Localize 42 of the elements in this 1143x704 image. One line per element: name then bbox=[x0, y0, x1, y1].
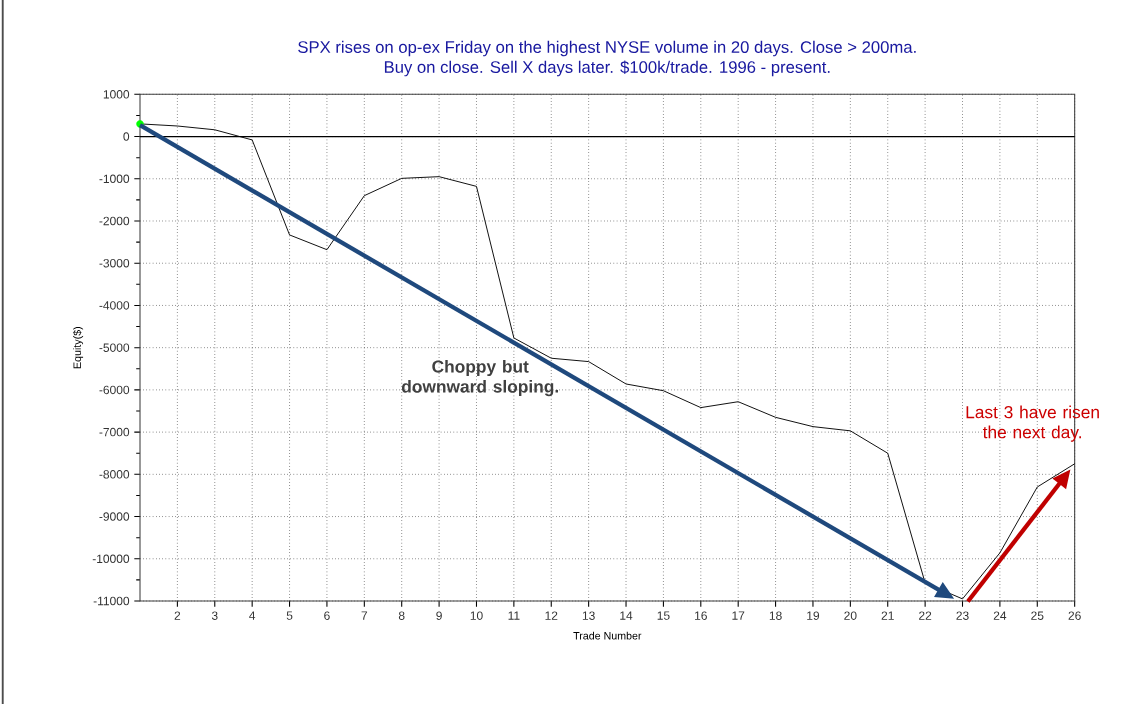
y-tick-label: -6000 bbox=[99, 385, 130, 395]
chart-title: SPX rises on op-ex Friday on the highest NYSE volume in 20 days. Close > 200ma. Buy on close. Sell X days later. $100k/trade. 1996 - present. bbox=[298, 40, 916, 77]
x-tick-label: 24 bbox=[993, 611, 1007, 620]
x-tick-label: 26 bbox=[1068, 611, 1081, 620]
y-tick-label: 0 bbox=[123, 132, 130, 141]
x-tick-label: 21 bbox=[881, 611, 894, 620]
y-tick-label: -7000 bbox=[99, 427, 130, 437]
x-tick-label: 2 bbox=[174, 611, 181, 620]
x-axis-title: Trade Number bbox=[573, 631, 642, 640]
x-tick-label: 16 bbox=[695, 611, 707, 620]
y-tick-label: -4000 bbox=[99, 301, 130, 310]
x-tick-label: 3 bbox=[211, 611, 218, 620]
y-tick-label: 1000 bbox=[103, 90, 130, 99]
x-tick-label: 10 bbox=[470, 611, 483, 620]
x-tick-label: 17 bbox=[732, 611, 745, 620]
y-tick-label: -2000 bbox=[99, 216, 130, 226]
x-tick-label: 12 bbox=[545, 611, 558, 620]
y-tick-label: -1000 bbox=[99, 174, 130, 184]
y-axis-title: Equity($) bbox=[72, 327, 84, 369]
x-tick-label: 14 bbox=[620, 611, 633, 620]
x-tick-label: 18 bbox=[769, 611, 782, 620]
x-tick-label: 5 bbox=[286, 611, 293, 620]
x-tick-label: 22 bbox=[919, 611, 932, 620]
y-tick-label: -3000 bbox=[99, 258, 130, 268]
y-tick-label: -10000 bbox=[92, 554, 130, 564]
x-tick-label: 15 bbox=[657, 611, 670, 620]
x-tick-label: 8 bbox=[398, 611, 405, 620]
y-tick-label: -8000 bbox=[99, 470, 130, 479]
x-tick-label: 9 bbox=[436, 611, 442, 620]
annotation: Choppy but downward sloping. bbox=[401, 359, 558, 397]
x-tick-label: 25 bbox=[1031, 611, 1044, 620]
x-tick-label: 19 bbox=[807, 611, 820, 620]
x-tick-label: 7 bbox=[361, 611, 368, 620]
x-tick-label: 23 bbox=[956, 611, 969, 620]
y-tick-label: -5000 bbox=[99, 343, 130, 352]
x-tick-label: 6 bbox=[324, 611, 330, 620]
x-tick-label: 11 bbox=[508, 611, 520, 620]
y-tick-label: -11000 bbox=[93, 596, 130, 606]
x-tick-label: 4 bbox=[249, 611, 256, 620]
y-tick-label: -9000 bbox=[99, 512, 130, 521]
x-tick-label: 20 bbox=[844, 611, 857, 620]
x-tick-label: 13 bbox=[582, 611, 595, 620]
